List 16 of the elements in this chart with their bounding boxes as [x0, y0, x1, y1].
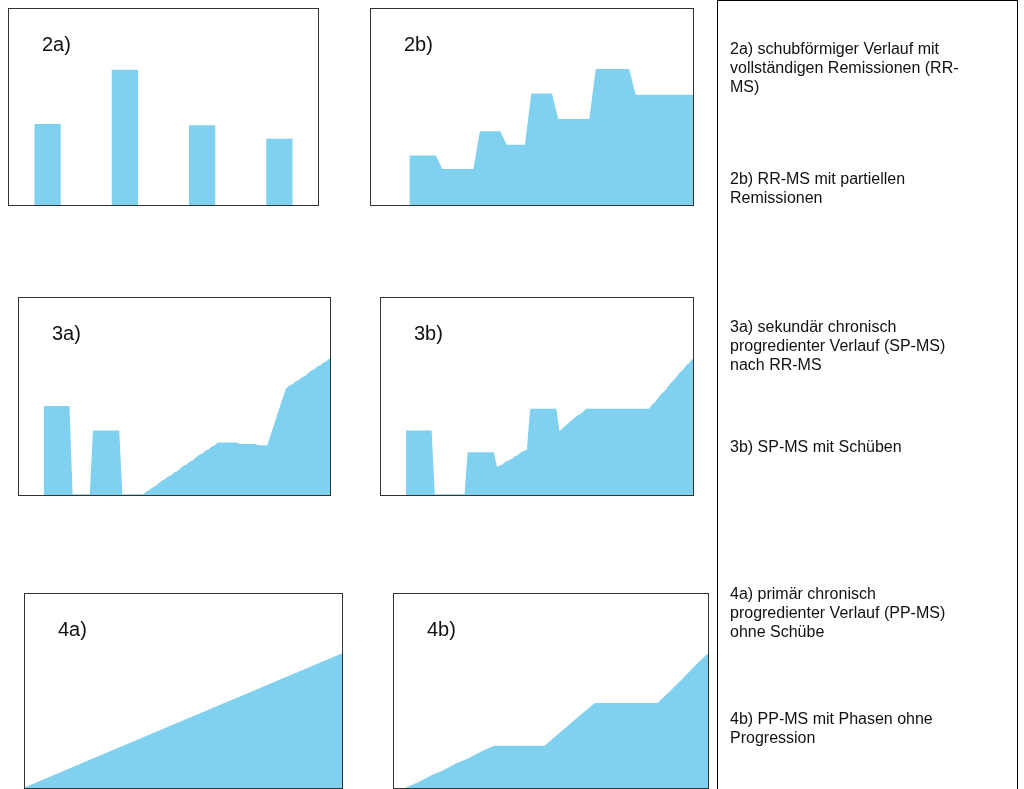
text: 4a) primär chronisch progredienter Verlauf (PP-MS) ohne Schübe	[730, 584, 947, 641]
text: 3a) sekundär chronisch progredienter Verlauf (SP-MS) nach RR-MS	[730, 317, 947, 374]
chart-title: 2a)	[42, 33, 71, 55]
chart-title: 3a)	[52, 322, 81, 344]
chart-title: 4a)	[58, 618, 87, 640]
bar	[266, 138, 293, 205]
text: 2a) schubförmiger Verlauf mit vollständigen Remissionen (RR-MS)	[730, 39, 960, 96]
bar	[188, 125, 216, 205]
text: 2b) RR-MS mit partiellen Remissionen	[730, 169, 907, 207]
chart-title: 3b)	[414, 322, 443, 344]
text: 4b) PP-MS mit Phasen ohne Progression	[730, 709, 934, 747]
text: 3b) SP-MS mit Schüben	[730, 437, 903, 456]
chart-title: 2b)	[404, 33, 433, 55]
chart-title: 4b)	[427, 618, 456, 640]
bar	[34, 123, 61, 205]
bar	[111, 69, 139, 205]
